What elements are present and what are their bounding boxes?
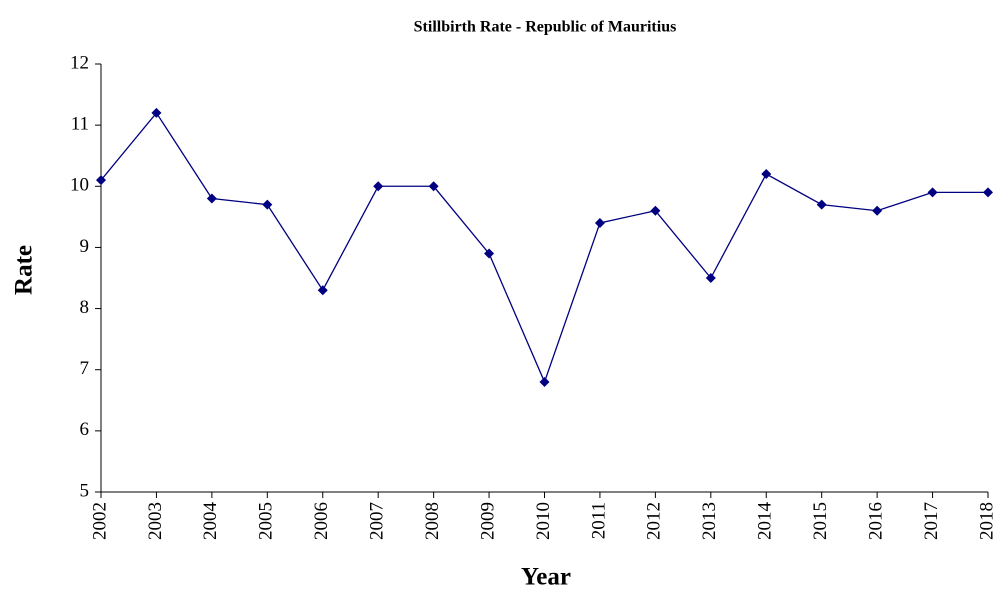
x-tick-label: 2004 — [200, 502, 221, 541]
y-tick-label: 11 — [71, 114, 89, 135]
x-tick-label: 2008 — [422, 502, 443, 540]
data-point — [206, 193, 217, 204]
y-tick-label: 6 — [80, 419, 90, 440]
y-tick-label: 8 — [80, 297, 90, 318]
data-point — [262, 199, 273, 210]
data-point — [373, 181, 384, 192]
data-point — [594, 217, 605, 228]
data-point — [484, 248, 495, 259]
data-point — [539, 376, 550, 387]
x-tick-label: 2006 — [311, 502, 332, 540]
y-tick-label: 12 — [70, 52, 89, 73]
chart-title: Stillbirth Rate - Republic of Mauritius — [414, 19, 677, 36]
x-tick-label: 2009 — [477, 502, 498, 540]
x-tick-label: 2013 — [699, 502, 720, 540]
x-tick-label: 2014 — [755, 502, 776, 541]
data-point — [428, 181, 439, 192]
y-tick-label: 9 — [80, 236, 90, 257]
x-tick-label: 2011 — [588, 502, 609, 539]
y-tick-label: 7 — [80, 358, 90, 379]
data-point — [872, 205, 883, 216]
y-tick-label: 5 — [80, 480, 90, 501]
x-tick-label: 2010 — [533, 502, 554, 540]
x-axis-label: Year — [521, 564, 571, 591]
data-point — [816, 199, 827, 210]
data-point — [151, 107, 162, 118]
data-line — [100, 111, 988, 384]
x-tick-label: 2002 — [89, 502, 110, 540]
y-tick-label: 10 — [70, 175, 89, 196]
data-point — [650, 205, 661, 216]
data-point — [96, 175, 106, 186]
x-tick-label: 2015 — [810, 502, 831, 540]
x-tick-label: 2007 — [367, 502, 388, 540]
x-tick-label: 2016 — [865, 502, 886, 540]
data-point — [983, 187, 993, 198]
x-tick-label: 2018 — [976, 502, 997, 540]
x-tick-label: 2005 — [256, 502, 277, 540]
data-point — [317, 285, 328, 296]
x-tick-label: 2012 — [644, 502, 665, 540]
x-tick-label: 2003 — [145, 502, 166, 540]
data-point — [705, 273, 716, 283]
data-point — [927, 187, 938, 198]
x-tick-label: 2017 — [921, 502, 942, 540]
y-axis-label: Rate — [11, 245, 38, 295]
data-point — [761, 169, 772, 180]
